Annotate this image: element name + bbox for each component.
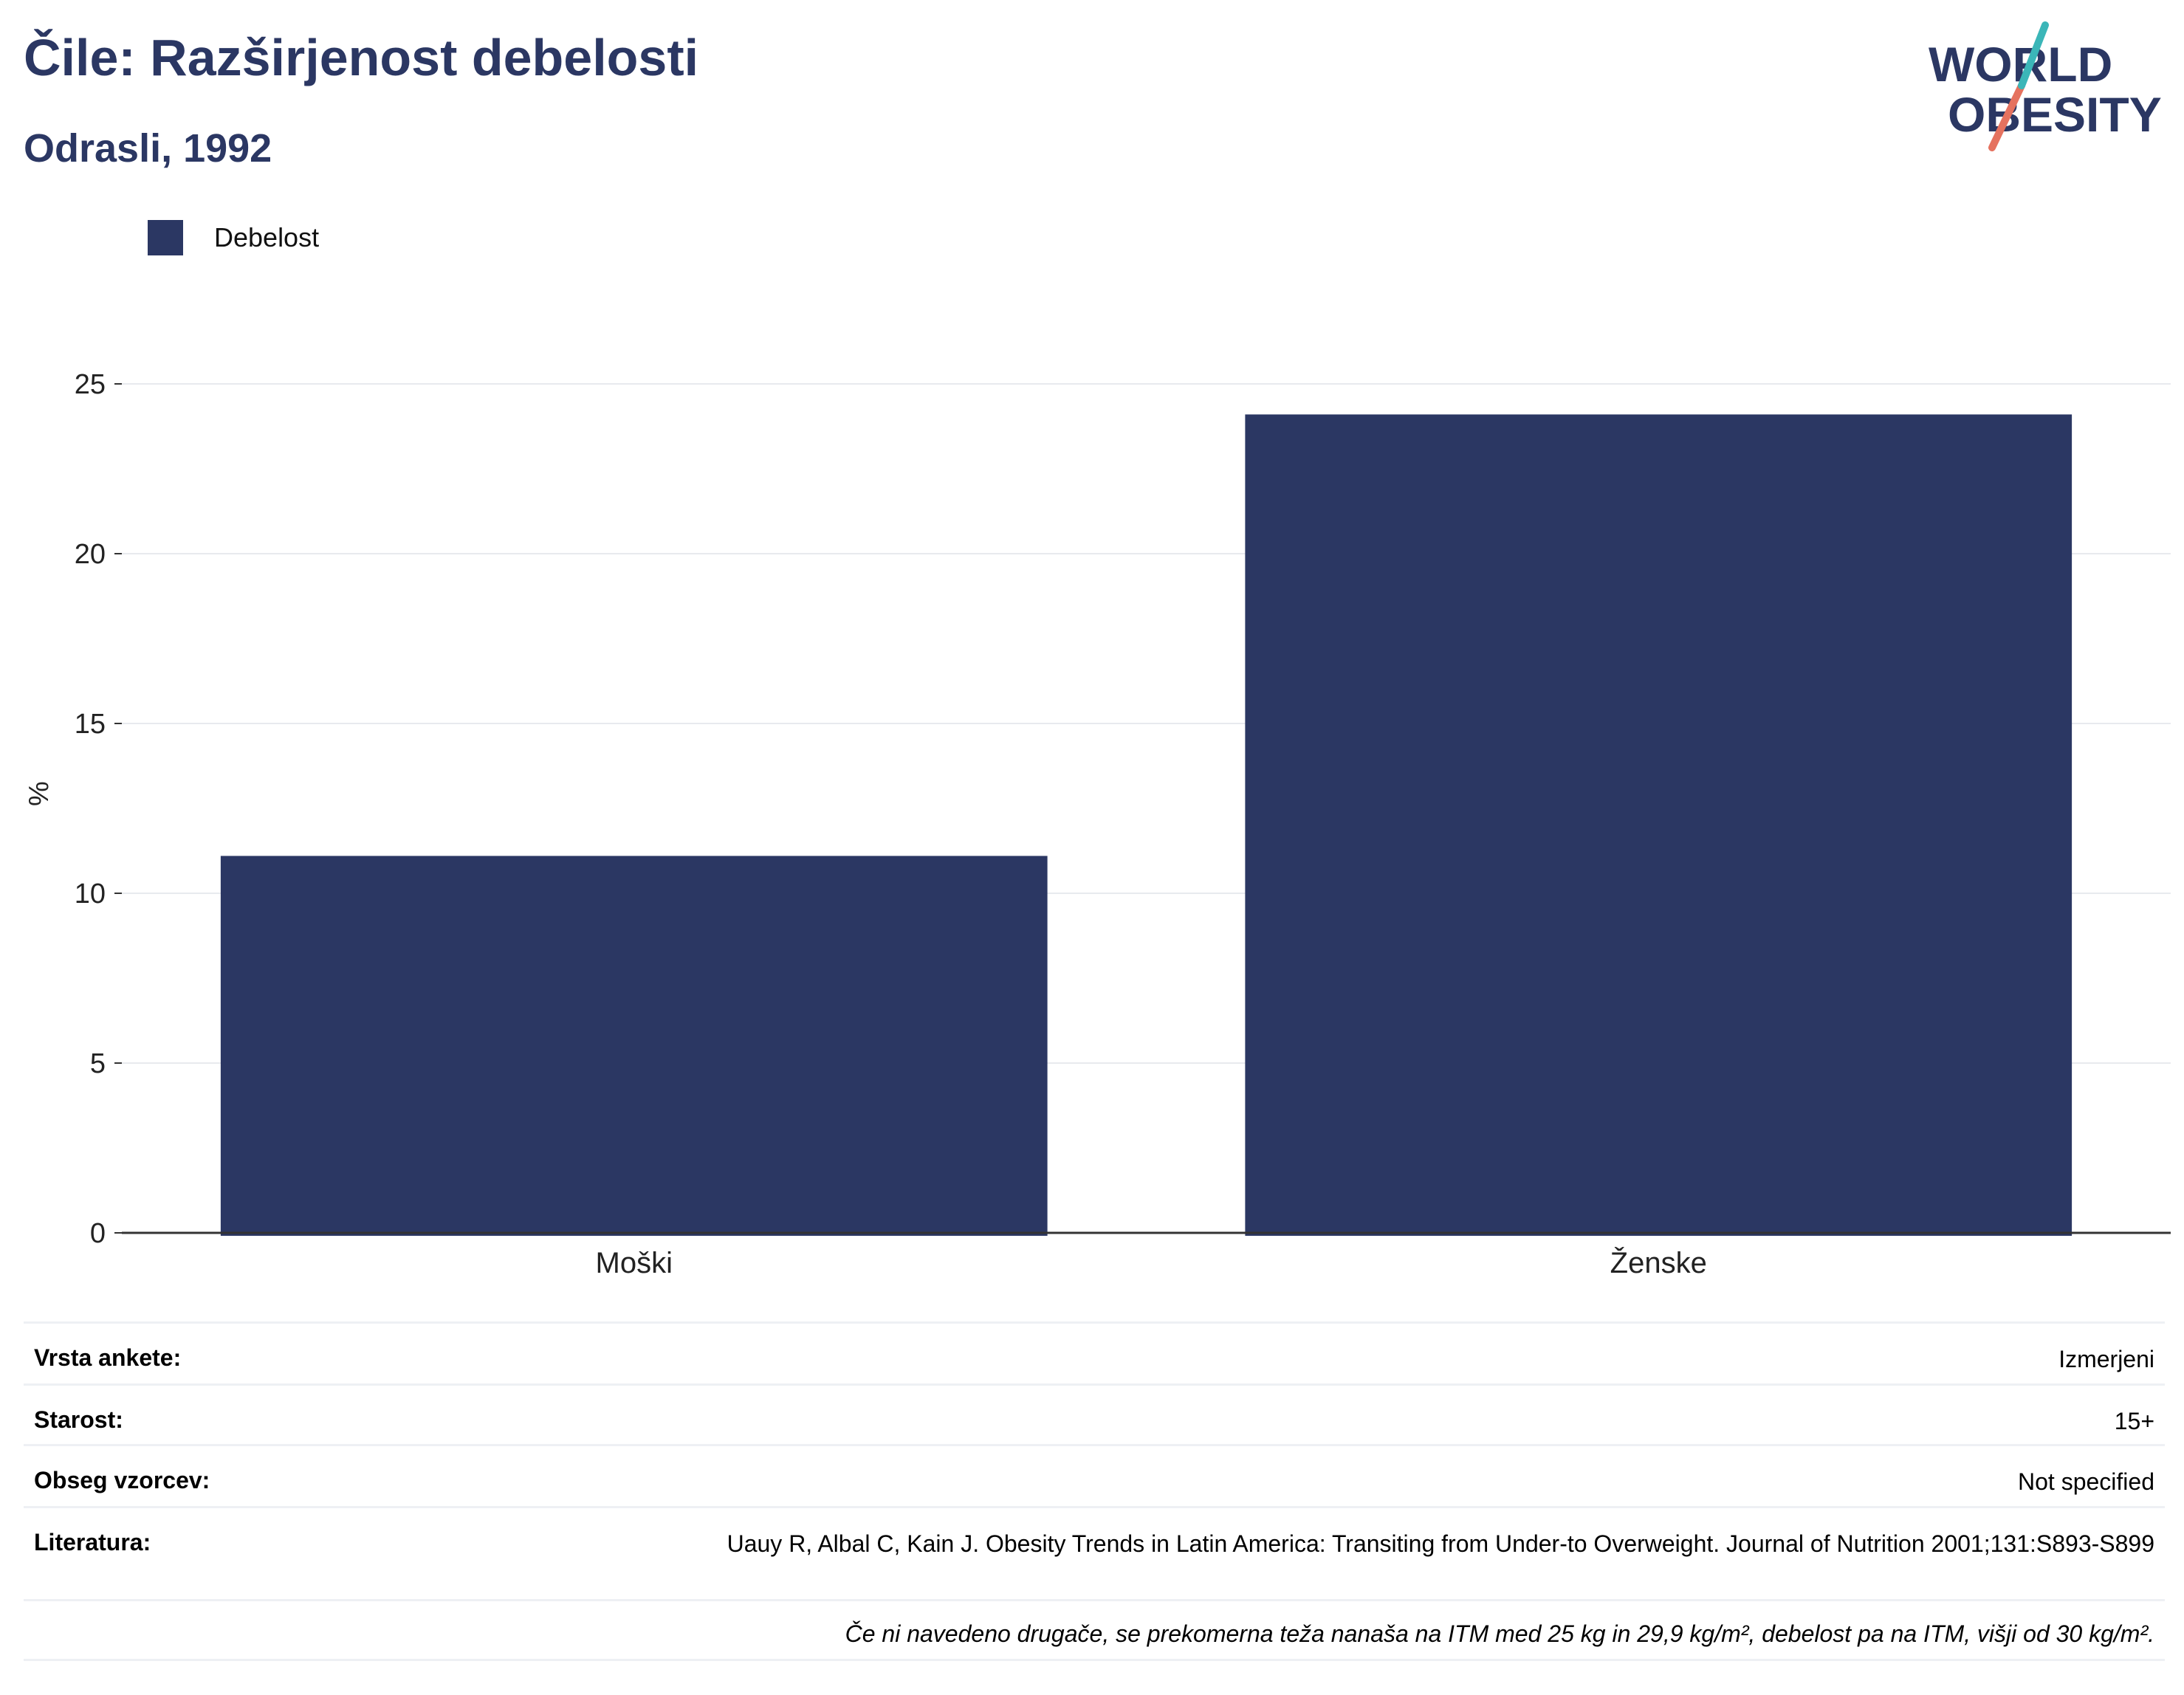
y-tick-label: 5 (90, 1048, 106, 1079)
chart-title: Čile: Razširjenost debelosti (24, 29, 699, 86)
info-row-age: Starost: 15+ (24, 1383, 2165, 1444)
info-value: Izmerjeni (2058, 1346, 2154, 1372)
info-row-sample-size: Obseg vzorcev: Not specified (24, 1444, 2165, 1506)
legend-swatch (148, 220, 183, 255)
info-value: Uauy R, Albal C, Kain J. Obesity Trends … (727, 1530, 2154, 1557)
y-tick-label: 10 (75, 879, 106, 910)
info-row-survey-type: Vrsta ankete: Izmerjeni (24, 1321, 2165, 1383)
chart-subtitle: Odrasli, 1992 (24, 126, 272, 171)
info-key: Starost: (34, 1406, 123, 1433)
info-key: Obseg vzorcev: (34, 1467, 210, 1493)
definition-note: Če ni navedeno drugače, se prekomerna te… (24, 1599, 2165, 1661)
info-key: Literatura: (34, 1529, 151, 1555)
chart-legend: Debelost (148, 220, 319, 255)
x-tick-label: Ženske (1610, 1246, 1707, 1279)
bar (220, 856, 1048, 1236)
info-key: Vrsta ankete: (34, 1344, 182, 1371)
world-obesity-logo: WORLD OBESITY (1929, 21, 2162, 151)
y-tick-label: 0 (90, 1218, 106, 1249)
info-value: Not specified (2018, 1468, 2154, 1495)
bar-chart: 0 5 10 15 20 25 Moški Ženske (75, 369, 2171, 1279)
y-tick-label: 20 (75, 539, 106, 570)
y-tick-label: 15 (75, 709, 106, 740)
legend-label: Debelost (214, 222, 320, 252)
x-tick-label: Moški (596, 1247, 673, 1279)
bar (1245, 414, 2073, 1236)
y-tick-label: 25 (75, 369, 106, 400)
info-table: Vrsta ankete: Izmerjeni Starost: 15+ Obs… (24, 1321, 2165, 1661)
logo-line2: OBESITY (1948, 87, 2162, 142)
info-row-literature: Literatura: Uauy R, Albal C, Kain J. Obe… (24, 1506, 2165, 1599)
info-value: 15+ (2114, 1408, 2154, 1434)
